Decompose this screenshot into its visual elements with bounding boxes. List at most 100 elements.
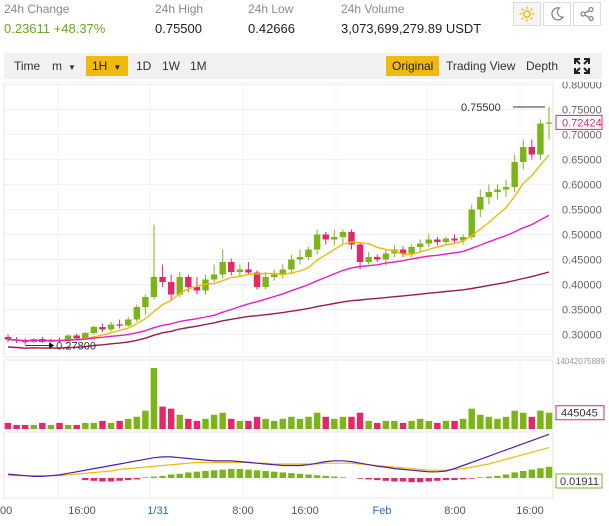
candle-body [442,238,450,242]
macd-histogram-bar [159,475,166,478]
volume-bar [520,412,527,429]
volume-bar [185,418,192,429]
volume-bar [47,424,55,429]
interval-1m[interactable]: 1M [190,59,207,73]
volume-bar [485,416,493,429]
volume-bar [253,416,261,429]
candle-body [477,197,484,210]
ma7-line [7,154,550,342]
stat-24h-high: 24h High 0.75500 [155,2,203,37]
volume-bar [296,418,304,429]
sun-icon[interactable] [513,2,541,26]
share-icon[interactable] [573,2,601,26]
candle-body [159,277,166,282]
candle-body [511,162,518,187]
macd-histogram-bar [99,478,106,482]
volume-bar [339,416,347,429]
candle-body [408,247,415,254]
candle-body [150,277,158,297]
volume-bar [270,420,278,429]
minute-select[interactable]: m ▼ [46,56,82,76]
ma25-line [7,214,550,342]
volume-bar [193,420,201,429]
macd-histogram-bar [356,478,364,479]
volume-bar [511,410,518,429]
candle-body [468,209,475,237]
chart-area[interactable]: 0.80000 0.75000 0.70000 0.65000 0.60000 0.550… [0,80,609,521]
candlestick-chart[interactable]: 0.80000 0.75000 0.70000 0.65000 0.60000 0.550… [0,80,609,521]
volume-bar [4,422,12,429]
low-marker-label: 0.27800 [56,341,96,353]
price-axis-label: 0.60000 [562,180,602,192]
change-percent: +48.37% [53,21,106,36]
candle-body [494,189,501,192]
candle-body [537,123,544,155]
candle-body [99,327,106,330]
candle-body [228,262,235,272]
tab-depth[interactable]: Depth [526,59,559,73]
tab-trading-view[interactable]: Trading View [446,59,516,73]
chevron-down-icon: ▼ [113,63,122,72]
candle-body [270,274,278,277]
macd-histogram-bar [167,474,175,478]
volume-bar [356,412,364,429]
candle-body [528,147,536,155]
volume-bar [56,422,63,429]
volume-bar [322,416,329,429]
volume-tag-value: 445045 [561,408,598,420]
volume-bar [99,420,106,429]
volume-bar [348,416,355,429]
volume-bar [545,412,553,429]
price-axis-label: 0.75000 [562,105,602,117]
tab-original[interactable]: Original [386,56,440,76]
stat-label: 24h Volume [341,2,405,16]
macd-histogram-bar [528,469,536,478]
price-axis-label: 0.65000 [562,155,602,167]
candle-body [365,257,372,262]
moon-icon[interactable] [543,2,571,26]
macd-histogram-bar [202,471,209,478]
price-axis-label: 0.30000 [562,330,602,342]
time-label[interactable]: Time [14,59,41,73]
chart-toolbar: Time m ▼ 1H ▼ 1D 1W 1M Original Trading Vi… [4,53,602,79]
volume-bar [39,422,46,429]
volume-bar [382,420,390,429]
volume-bar [73,424,80,429]
macd-dea-line [8,447,550,477]
volume-bar [451,420,458,429]
candle-body [133,307,141,320]
candle-body [339,232,347,237]
macd-histogram-bar [185,472,192,478]
stat-value: 3,073,699,279.89 USDT [341,21,482,36]
macd-dif-line [7,433,550,477]
macd-tag [555,473,603,489]
fullscreen-icon[interactable] [568,56,596,76]
hour-select[interactable]: 1H ▼ [86,56,128,76]
volume-bar [228,418,235,429]
volume-bar [116,420,123,429]
volume-bar [176,414,183,429]
volume-bar [399,422,407,429]
candle-body [4,337,12,340]
hour-select-label: 1H [92,59,108,73]
candle-body [125,319,132,326]
volume-bar [125,418,132,429]
candle-body [520,147,527,162]
macd-histogram-bar [82,478,89,481]
macd-histogram-bar [288,473,295,478]
volume-bar [245,420,252,429]
x-axis-label: 00 [0,505,12,517]
candle-body [502,187,510,190]
stats-bar: 24h Change 0.23611 +48.37% 24h High 0.75… [0,0,609,48]
macd-tag-value: 0.01911 [560,476,599,488]
candle-body [322,234,329,240]
interval-1d[interactable]: 1D [136,59,152,73]
stat-label: 24h High [155,2,204,16]
x-axis-label: 8:00 [232,505,253,517]
stat-label: 24h Low [248,2,294,16]
volume-bar [442,420,450,429]
change-value: 0.23611 [4,21,51,36]
interval-1w[interactable]: 1W [162,59,180,73]
x-axis-label: 8:00 [444,505,465,517]
minute-select-label: m [52,59,62,73]
